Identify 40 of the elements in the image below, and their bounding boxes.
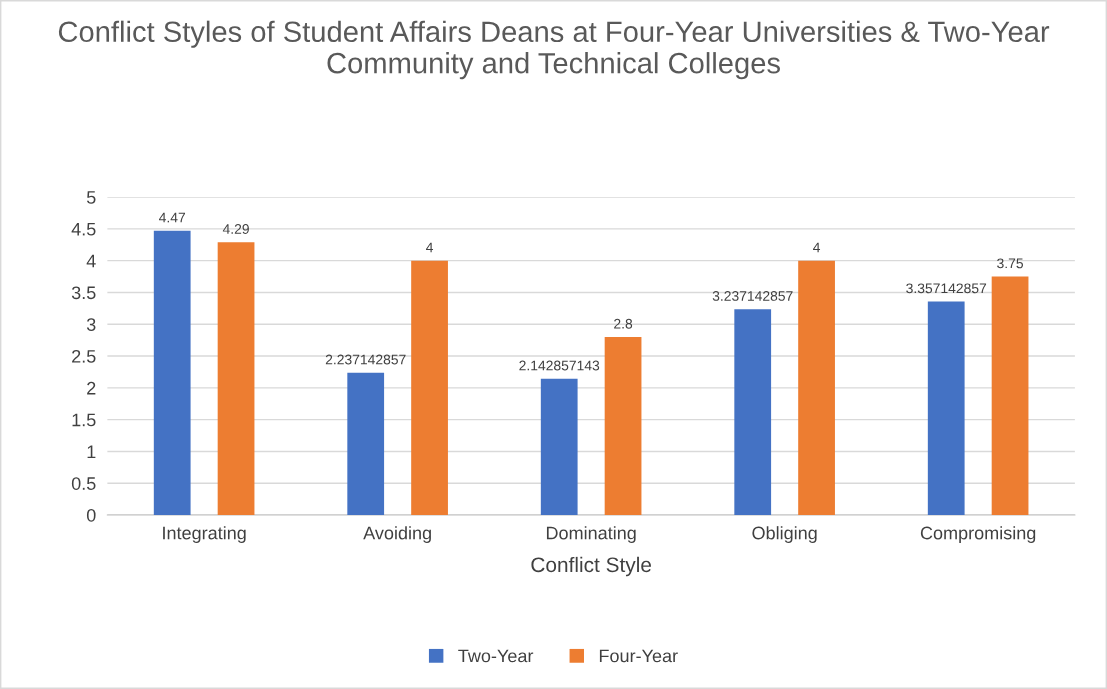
bar: [153, 230, 191, 516]
y-tick-label: 0: [86, 508, 96, 522]
data-label: 4.47: [159, 212, 186, 223]
data-label: 2.142857143: [519, 360, 600, 371]
data-label: 4.29: [222, 224, 249, 234]
y-tick-label: 3.5: [71, 286, 96, 300]
y-tick-label: 3: [86, 318, 96, 331]
bar: [927, 301, 965, 516]
x-axis-title: Conflict Style: [531, 556, 651, 577]
x-tick-label: Obliging: [752, 526, 817, 543]
data-label: 3.75: [997, 258, 1024, 269]
bar: [991, 276, 1029, 516]
chart-title: Conflict Styles of Student Affairs Deans at Four-Year Universities & Two-Year Community and Technical Colleges: [58, 20, 1050, 80]
bar: [411, 260, 448, 516]
data-label: 3.237142857: [712, 291, 793, 301]
y-tick-label: 1.5: [72, 413, 96, 427]
data-label: 4: [813, 242, 821, 253]
data-label: 3.357142857: [906, 283, 987, 294]
y-tick-label: 4: [86, 254, 96, 268]
legend-label: Four-Year: [599, 649, 678, 663]
bar: [734, 309, 772, 516]
data-label: 4: [426, 242, 434, 253]
y-tick-label: 5: [86, 191, 96, 204]
x-tick-label: Avoiding: [363, 526, 431, 543]
bar: [347, 372, 385, 516]
y-tick-label: 1: [87, 445, 96, 458]
data-label: 2.237142857: [325, 354, 406, 365]
bar: [798, 260, 835, 516]
bar: [540, 378, 578, 516]
legend-label: Two-Year: [458, 649, 534, 663]
y-tick-label: 2.5: [72, 349, 96, 363]
x-tick-label: Compromising: [920, 526, 1036, 543]
x-tick-label: Dominating: [546, 526, 636, 543]
y-tick-label: 4.5: [71, 222, 96, 236]
y-tick-label: 2: [87, 381, 96, 395]
bar: [217, 242, 255, 516]
x-tick-label: Integrating: [163, 526, 246, 543]
y-tick-label: 0.5: [71, 477, 96, 490]
data-label: 2.8: [614, 318, 633, 329]
bar: [604, 336, 642, 516]
